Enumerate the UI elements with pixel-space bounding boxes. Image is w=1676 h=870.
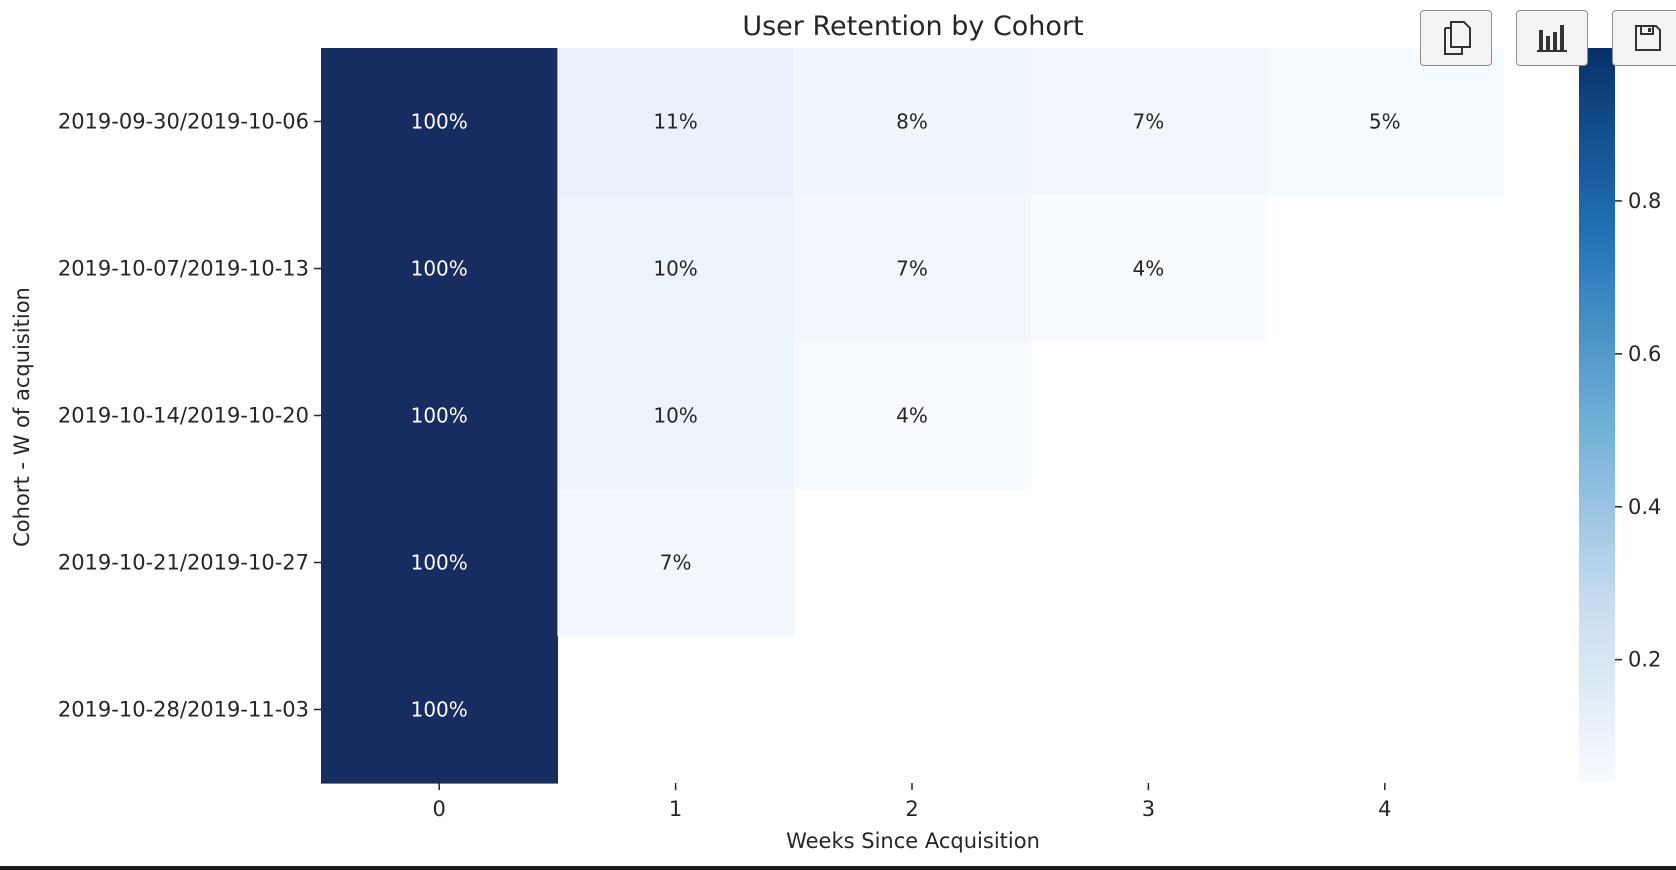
x-axis-label: Weeks Since Acquisition [786,829,1040,853]
heatmap-cell-label: 7% [1133,110,1165,134]
x-tick-label: 2 [905,797,918,821]
heatmap-cell [1030,48,1268,196]
y-axis-label: Cohort - W of acquisition [10,287,34,547]
heatmap-cell-label: 100% [411,404,468,428]
heatmap-cell [321,48,558,196]
chart-title: User Retention by Cohort [742,11,1083,42]
colorbar-tick-label: 0.8 [1628,189,1661,213]
heatmap-cell [321,636,558,784]
y-axis: 2019-09-30/2019-10-06 2019-10-07/2019-10-… [58,110,321,722]
heatmap-cell [557,342,795,490]
heatmap-cell [1266,48,1504,196]
x-tick-label: 3 [1142,797,1155,821]
x-axis: 0 1 2 3 4 [433,783,1391,821]
heatmap-cell [793,342,1031,490]
heatmap-cell [557,489,795,637]
heatmap-cell-label: 4% [896,404,928,428]
y-tick-label: 2019-10-21/2019-10-27 [58,551,309,575]
y-tick-label: 2019-10-07/2019-10-13 [58,257,309,281]
heatmap-cells [321,48,1504,784]
heatmap-cell [557,195,795,343]
save-button[interactable] [1612,10,1676,66]
heatmap-cell-label: 4% [1133,257,1165,281]
save-icon [1633,23,1663,53]
heatmap-cell-label: 100% [411,551,468,575]
y-tick-label: 2019-10-14/2019-10-20 [58,404,309,428]
heatmap-cell-label: 10% [653,257,697,281]
heatmap-cell [557,48,795,196]
heatmap-cell-label: 100% [411,698,468,722]
heatmap-cell-label: 8% [896,110,928,134]
heatmap-cell-label: 7% [660,551,692,575]
heatmap-cell [321,489,558,637]
heatmap-cell-labels: 100% 11% 8% 7% 5% 100% 10% 7% 4% 100% 10% 4% 100% 7% 1… [411,110,1401,722]
x-tick-label: 0 [433,797,446,821]
y-tick-label: 2019-09-30/2019-10-06 [58,110,309,134]
frame-bottom-border [0,866,1676,870]
colorbar-tick-label: 0.4 [1628,495,1661,519]
colorbar-tick-label: 0.2 [1628,648,1661,672]
copy-button[interactable] [1420,10,1492,66]
heatmap-cell [1030,195,1268,343]
heatmap-cell-label: 11% [653,110,697,134]
heatmap-cell [793,195,1031,343]
heatmap-cell-label: 100% [411,257,468,281]
colorbar-ticks: 0.2 0.4 0.6 0.8 [1615,189,1661,672]
x-tick-label: 1 [669,797,682,821]
colorbar-tick-label: 0.6 [1628,342,1661,366]
bar-chart-icon [1536,22,1568,54]
copy-icon [1440,20,1472,56]
colorbar [1579,48,1615,782]
y-tick-label: 2019-10-28/2019-11-03 [58,698,309,722]
heatmap-cell-label: 5% [1369,110,1401,134]
x-tick-label: 4 [1378,797,1391,821]
heatmap-cell-label: 10% [653,404,697,428]
heatmap-cell-label: 7% [896,257,928,281]
heatmap-cell-label: 100% [411,110,468,134]
chart-button[interactable] [1516,10,1588,66]
heatmap-cell [793,48,1031,196]
heatmap-cell [321,195,558,343]
heatmap-cell [321,342,558,490]
